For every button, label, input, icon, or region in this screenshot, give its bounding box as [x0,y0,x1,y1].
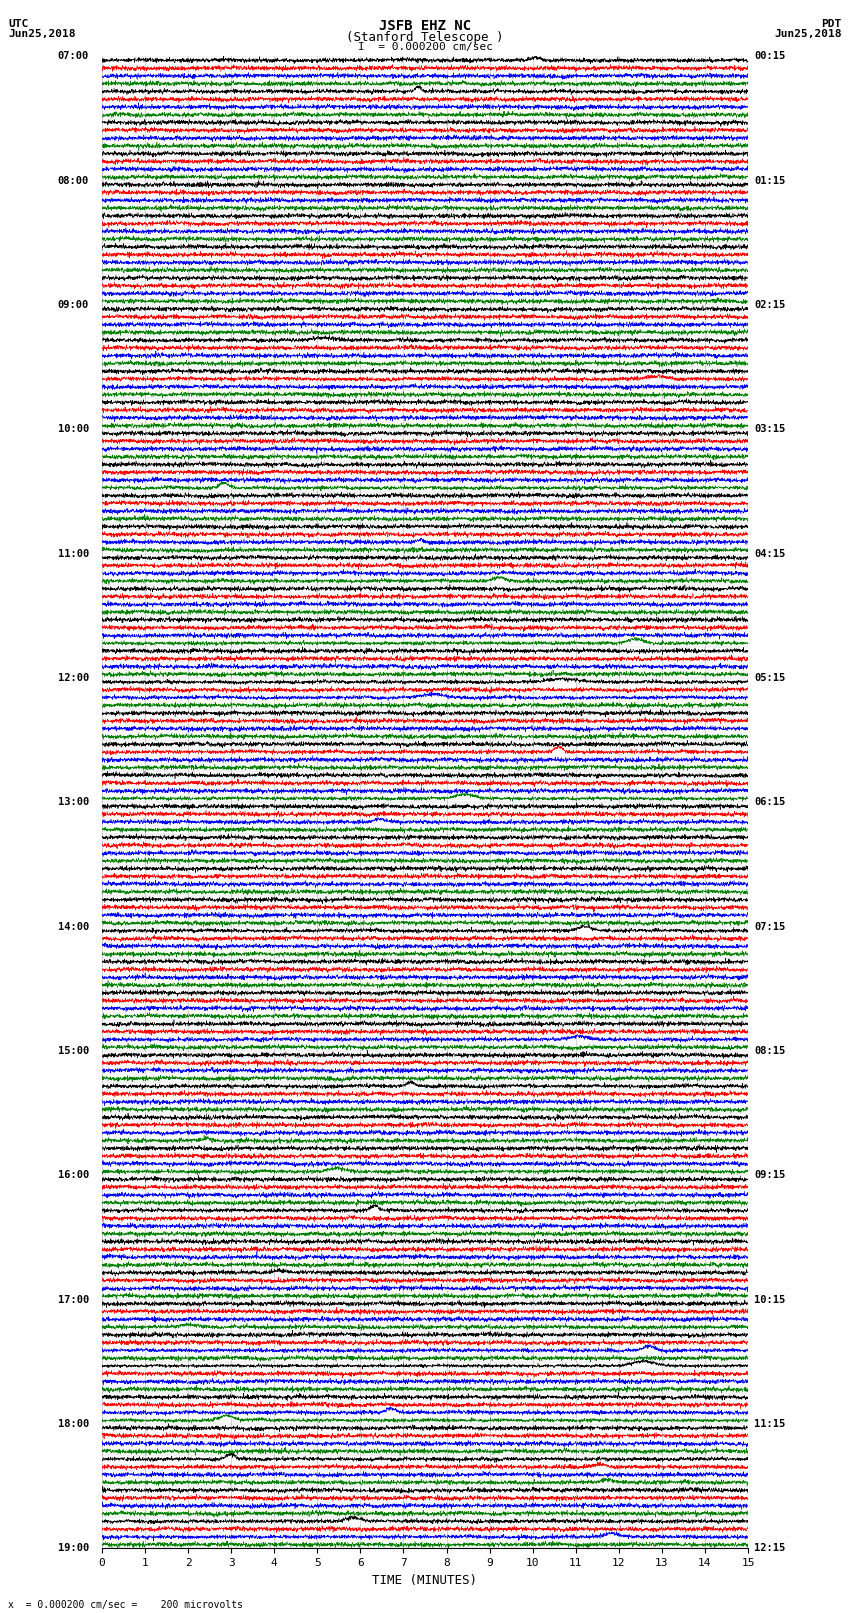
Text: 14:00: 14:00 [58,921,89,932]
Text: 11:15: 11:15 [755,1419,785,1429]
Text: 09:15: 09:15 [755,1171,785,1181]
Text: 13:00: 13:00 [58,797,89,808]
Text: (Stanford Telescope ): (Stanford Telescope ) [346,31,504,44]
X-axis label: TIME (MINUTES): TIME (MINUTES) [372,1574,478,1587]
Text: 04:15: 04:15 [755,548,785,558]
Text: UTC: UTC [8,19,29,29]
Text: 10:00: 10:00 [58,424,89,434]
Text: 08:00: 08:00 [58,176,89,185]
Text: 09:00: 09:00 [58,300,89,310]
Text: 07:15: 07:15 [755,921,785,932]
Text: 12:00: 12:00 [58,673,89,684]
Text: 00:15: 00:15 [755,52,785,61]
Text: 08:15: 08:15 [755,1047,785,1057]
Text: I  = 0.000200 cm/sec: I = 0.000200 cm/sec [358,42,492,52]
Text: 10:15: 10:15 [755,1295,785,1305]
Text: 02:15: 02:15 [755,300,785,310]
Text: Jun25,2018: Jun25,2018 [8,29,76,39]
Text: Jun25,2018: Jun25,2018 [774,29,842,39]
Text: JSFB EHZ NC: JSFB EHZ NC [379,19,471,34]
Text: 16:00: 16:00 [58,1171,89,1181]
Text: 03:15: 03:15 [755,424,785,434]
Text: 12:15: 12:15 [755,1544,785,1553]
Text: 07:00: 07:00 [58,52,89,61]
Text: PDT: PDT [821,19,842,29]
Text: 19:00: 19:00 [58,1544,89,1553]
Text: 11:00: 11:00 [58,548,89,558]
Text: 06:15: 06:15 [755,797,785,808]
Text: 15:00: 15:00 [58,1047,89,1057]
Text: 17:00: 17:00 [58,1295,89,1305]
Text: 05:15: 05:15 [755,673,785,684]
Text: x  = 0.000200 cm/sec =    200 microvolts: x = 0.000200 cm/sec = 200 microvolts [8,1600,243,1610]
Text: 18:00: 18:00 [58,1419,89,1429]
Text: 01:15: 01:15 [755,176,785,185]
